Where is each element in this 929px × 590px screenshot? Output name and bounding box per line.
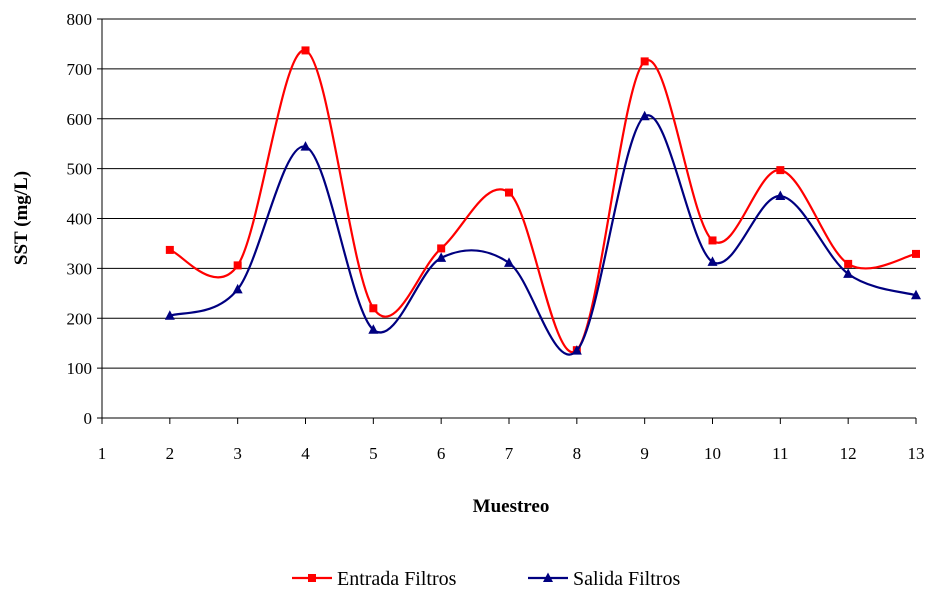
y-tick-label: 300 bbox=[67, 259, 93, 278]
series-layer bbox=[164, 46, 921, 356]
legend-label: Salida Filtros bbox=[573, 568, 680, 590]
y-tick-label: 200 bbox=[67, 309, 93, 328]
legend-label: Entrada Filtros bbox=[337, 568, 457, 590]
x-tick-label: 3 bbox=[233, 444, 242, 463]
data-point bbox=[369, 304, 378, 313]
series-1 bbox=[165, 46, 920, 355]
y-tick-label: 500 bbox=[67, 160, 93, 179]
data-point bbox=[437, 244, 446, 253]
data-point bbox=[165, 245, 174, 254]
x-tick-label: 1 bbox=[98, 444, 107, 463]
data-point bbox=[775, 190, 786, 201]
x-tick-label: 5 bbox=[369, 444, 378, 463]
legend: Entrada Filtros Salida Filtros bbox=[292, 568, 680, 590]
x-tick-label: 8 bbox=[573, 444, 582, 463]
y-tick-label: 600 bbox=[67, 110, 93, 129]
data-point bbox=[505, 188, 513, 197]
data-point bbox=[504, 257, 514, 267]
data-point bbox=[776, 166, 785, 175]
data-point bbox=[436, 252, 447, 262]
y-tick-label: 100 bbox=[67, 359, 93, 378]
data-point bbox=[844, 259, 853, 268]
legend-item-1: Entrada Filtros bbox=[292, 568, 457, 590]
data-point bbox=[368, 324, 379, 334]
x-tick-label: 10 bbox=[704, 444, 721, 463]
y-tick-labels: 0 100 200 300 400 500 600 700 800 bbox=[67, 10, 93, 428]
series-line bbox=[169, 49, 917, 354]
x-tick-label: 12 bbox=[840, 444, 857, 463]
x-tick-label: 2 bbox=[166, 444, 175, 463]
x-tick-label: 13 bbox=[908, 444, 925, 463]
data-point bbox=[233, 261, 242, 270]
data-point bbox=[232, 283, 243, 294]
x-axis-label: Muestreo bbox=[473, 496, 550, 517]
data-point bbox=[640, 57, 649, 66]
x-tick-label: 11 bbox=[772, 444, 788, 463]
data-point bbox=[707, 256, 718, 266]
data-point bbox=[300, 141, 311, 151]
y-tick-label: 400 bbox=[67, 210, 93, 229]
data-point bbox=[639, 110, 650, 121]
legend-marker bbox=[308, 574, 316, 582]
y-tick-label: 800 bbox=[67, 10, 93, 29]
x-tick-label: 9 bbox=[640, 444, 649, 463]
data-point bbox=[571, 345, 582, 355]
x-tick-labels: 1 2 3 4 5 6 7 8 9 10 11 12 13 bbox=[98, 444, 925, 463]
y-axis-label: SST (mg/L) bbox=[11, 171, 32, 265]
y-tick-label: 700 bbox=[67, 60, 93, 79]
legend-marker bbox=[543, 572, 553, 582]
data-point bbox=[843, 268, 854, 278]
y-tick-label: 0 bbox=[84, 409, 93, 428]
data-point bbox=[912, 249, 920, 258]
x-tick-label: 4 bbox=[301, 444, 310, 463]
x-tick-label: 7 bbox=[505, 444, 514, 463]
data-point bbox=[301, 46, 310, 55]
legend-item-2: Salida Filtros bbox=[528, 568, 680, 590]
axes bbox=[97, 18, 917, 424]
data-point bbox=[708, 236, 717, 245]
data-point bbox=[911, 289, 921, 300]
data-point bbox=[164, 310, 175, 320]
series-2 bbox=[164, 110, 921, 356]
x-tick-label: 6 bbox=[437, 444, 446, 463]
